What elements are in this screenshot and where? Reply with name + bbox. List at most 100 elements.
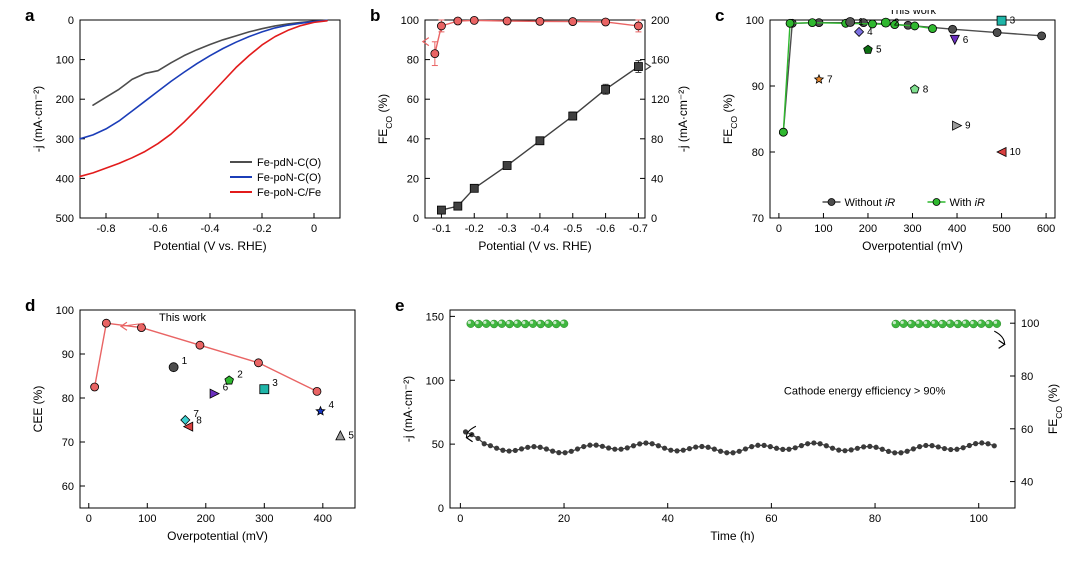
svg-text:70: 70 [62,437,74,449]
svg-text:600: 600 [1037,223,1055,235]
svg-text:300: 300 [56,134,74,146]
svg-text:200: 200 [197,513,215,525]
svg-text:Without iR: Without iR [845,197,896,209]
svg-text:400: 400 [948,223,966,235]
panel-a: -0.8-0.6-0.4-0.200100200300400500Potenti… [25,10,355,260]
svg-text:0: 0 [311,223,317,235]
svg-text:90: 90 [752,81,764,93]
svg-text:10: 10 [1010,147,1022,158]
svg-text:120: 120 [651,94,669,106]
svg-text:400: 400 [56,173,74,185]
svg-text:With iR: With iR [950,197,986,209]
panel-c: 0100200300400500600708090100Overpotentia… [715,10,1070,260]
svg-text:60: 60 [62,481,74,493]
svg-text:-0.4: -0.4 [530,223,549,235]
svg-text:0: 0 [651,213,657,225]
svg-text:8: 8 [923,84,929,95]
svg-text:Fe-poN-C(O): Fe-poN-C(O) [257,172,321,184]
svg-text:2: 2 [894,18,900,29]
svg-text:1: 1 [858,17,864,28]
svg-text:160: 160 [651,55,669,67]
svg-text:150: 150 [426,311,444,323]
svg-text:1: 1 [182,356,188,367]
svg-text:9: 9 [965,121,971,132]
chart-c: 0100200300400500600708090100Overpotentia… [715,10,1070,260]
svg-text:CEE (%): CEE (%) [31,386,45,433]
svg-text:60: 60 [765,513,777,525]
svg-text:40: 40 [407,134,419,146]
svg-text:80: 80 [62,393,74,405]
svg-text:40: 40 [662,513,674,525]
svg-text:-0.6: -0.6 [149,223,168,235]
svg-text:3: 3 [1010,16,1016,27]
svg-text:-0.5: -0.5 [563,223,582,235]
svg-text:Time (h): Time (h) [710,529,754,543]
svg-text:Cathode energy efficiency > 90: Cathode energy efficiency > 90% [784,385,946,397]
svg-text:-0.2: -0.2 [465,223,484,235]
svg-text:Overpotential (mV): Overpotential (mV) [862,239,963,253]
svg-text:50: 50 [432,439,444,451]
svg-text:8: 8 [196,416,202,427]
panel-e: 020406080100050100150406080100Time (h)-j… [395,300,1070,550]
svg-text:-0.8: -0.8 [97,223,116,235]
svg-text:0: 0 [413,213,419,225]
svg-text:This work: This work [889,10,937,17]
svg-text:0: 0 [776,223,782,235]
svg-text:FECO (%): FECO (%) [721,94,739,144]
figure-root: a b c d e -0.8-0.6-0.4-0.200100200300400… [0,0,1080,563]
svg-text:100: 100 [56,305,74,317]
svg-text:FECO (%): FECO (%) [376,94,394,144]
svg-text:100: 100 [401,15,419,27]
svg-text:100: 100 [56,55,74,67]
svg-text:0: 0 [68,15,74,27]
svg-text:100: 100 [814,223,832,235]
svg-text:500: 500 [992,223,1010,235]
svg-text:100: 100 [1021,318,1039,330]
svg-text:3: 3 [272,378,278,389]
svg-text:Potential (V vs. RHE): Potential (V vs. RHE) [478,239,591,253]
svg-text:Potential (V vs. RHE): Potential (V vs. RHE) [153,239,266,253]
svg-text:-j (mA·cm⁻²): -j (mA·cm⁻²) [401,376,415,442]
svg-text:4: 4 [328,400,334,411]
chart-a: -0.8-0.6-0.4-0.200100200300400500Potenti… [25,10,355,260]
svg-text:20: 20 [407,173,419,185]
svg-text:5: 5 [348,430,354,441]
svg-text:300: 300 [903,223,921,235]
svg-text:-j (mA·cm⁻²): -j (mA·cm⁻²) [31,86,45,152]
svg-text:60: 60 [407,94,419,106]
svg-text:80: 80 [407,55,419,67]
svg-text:300: 300 [255,513,273,525]
svg-text:200: 200 [56,94,74,106]
svg-text:FECO (%): FECO (%) [1046,384,1064,434]
svg-text:2: 2 [237,369,243,380]
svg-text:100: 100 [970,513,988,525]
svg-text:40: 40 [651,173,663,185]
svg-text:Overpotential (mV): Overpotential (mV) [167,529,268,543]
svg-text:Fe-pdN-C(O): Fe-pdN-C(O) [257,157,321,169]
svg-text:0: 0 [86,513,92,525]
svg-text:400: 400 [314,513,332,525]
svg-text:0: 0 [438,503,444,515]
chart-d: 0 100 200 300 400 60 70 80 90 100 Overpotential (m… [25,300,370,550]
svg-text:80: 80 [651,134,663,146]
svg-text:-0.6: -0.6 [596,223,615,235]
svg-text:-0.3: -0.3 [498,223,517,235]
svg-text:100: 100 [138,513,156,525]
svg-text:100: 100 [426,375,444,387]
svg-text:-0.4: -0.4 [201,223,220,235]
svg-text:80: 80 [752,147,764,159]
svg-text:-j (mA·cm⁻²): -j (mA·cm⁻²) [676,86,690,152]
svg-text:This work: This work [159,312,207,324]
svg-text:6: 6 [223,383,229,394]
svg-text:5: 5 [876,45,882,56]
svg-text:-0.1: -0.1 [432,223,451,235]
svg-text:40: 40 [1021,477,1033,489]
svg-text:6: 6 [963,35,969,46]
svg-text:-0.7: -0.7 [629,223,648,235]
svg-text:70: 70 [752,213,764,225]
panel-b: -0.1-0.2-0.3-0.4-0.5-0.6-0.7020406080100… [370,10,700,260]
svg-text:60: 60 [1021,424,1033,436]
svg-text:90: 90 [62,349,74,361]
svg-text:200: 200 [859,223,877,235]
svg-text:500: 500 [56,213,74,225]
